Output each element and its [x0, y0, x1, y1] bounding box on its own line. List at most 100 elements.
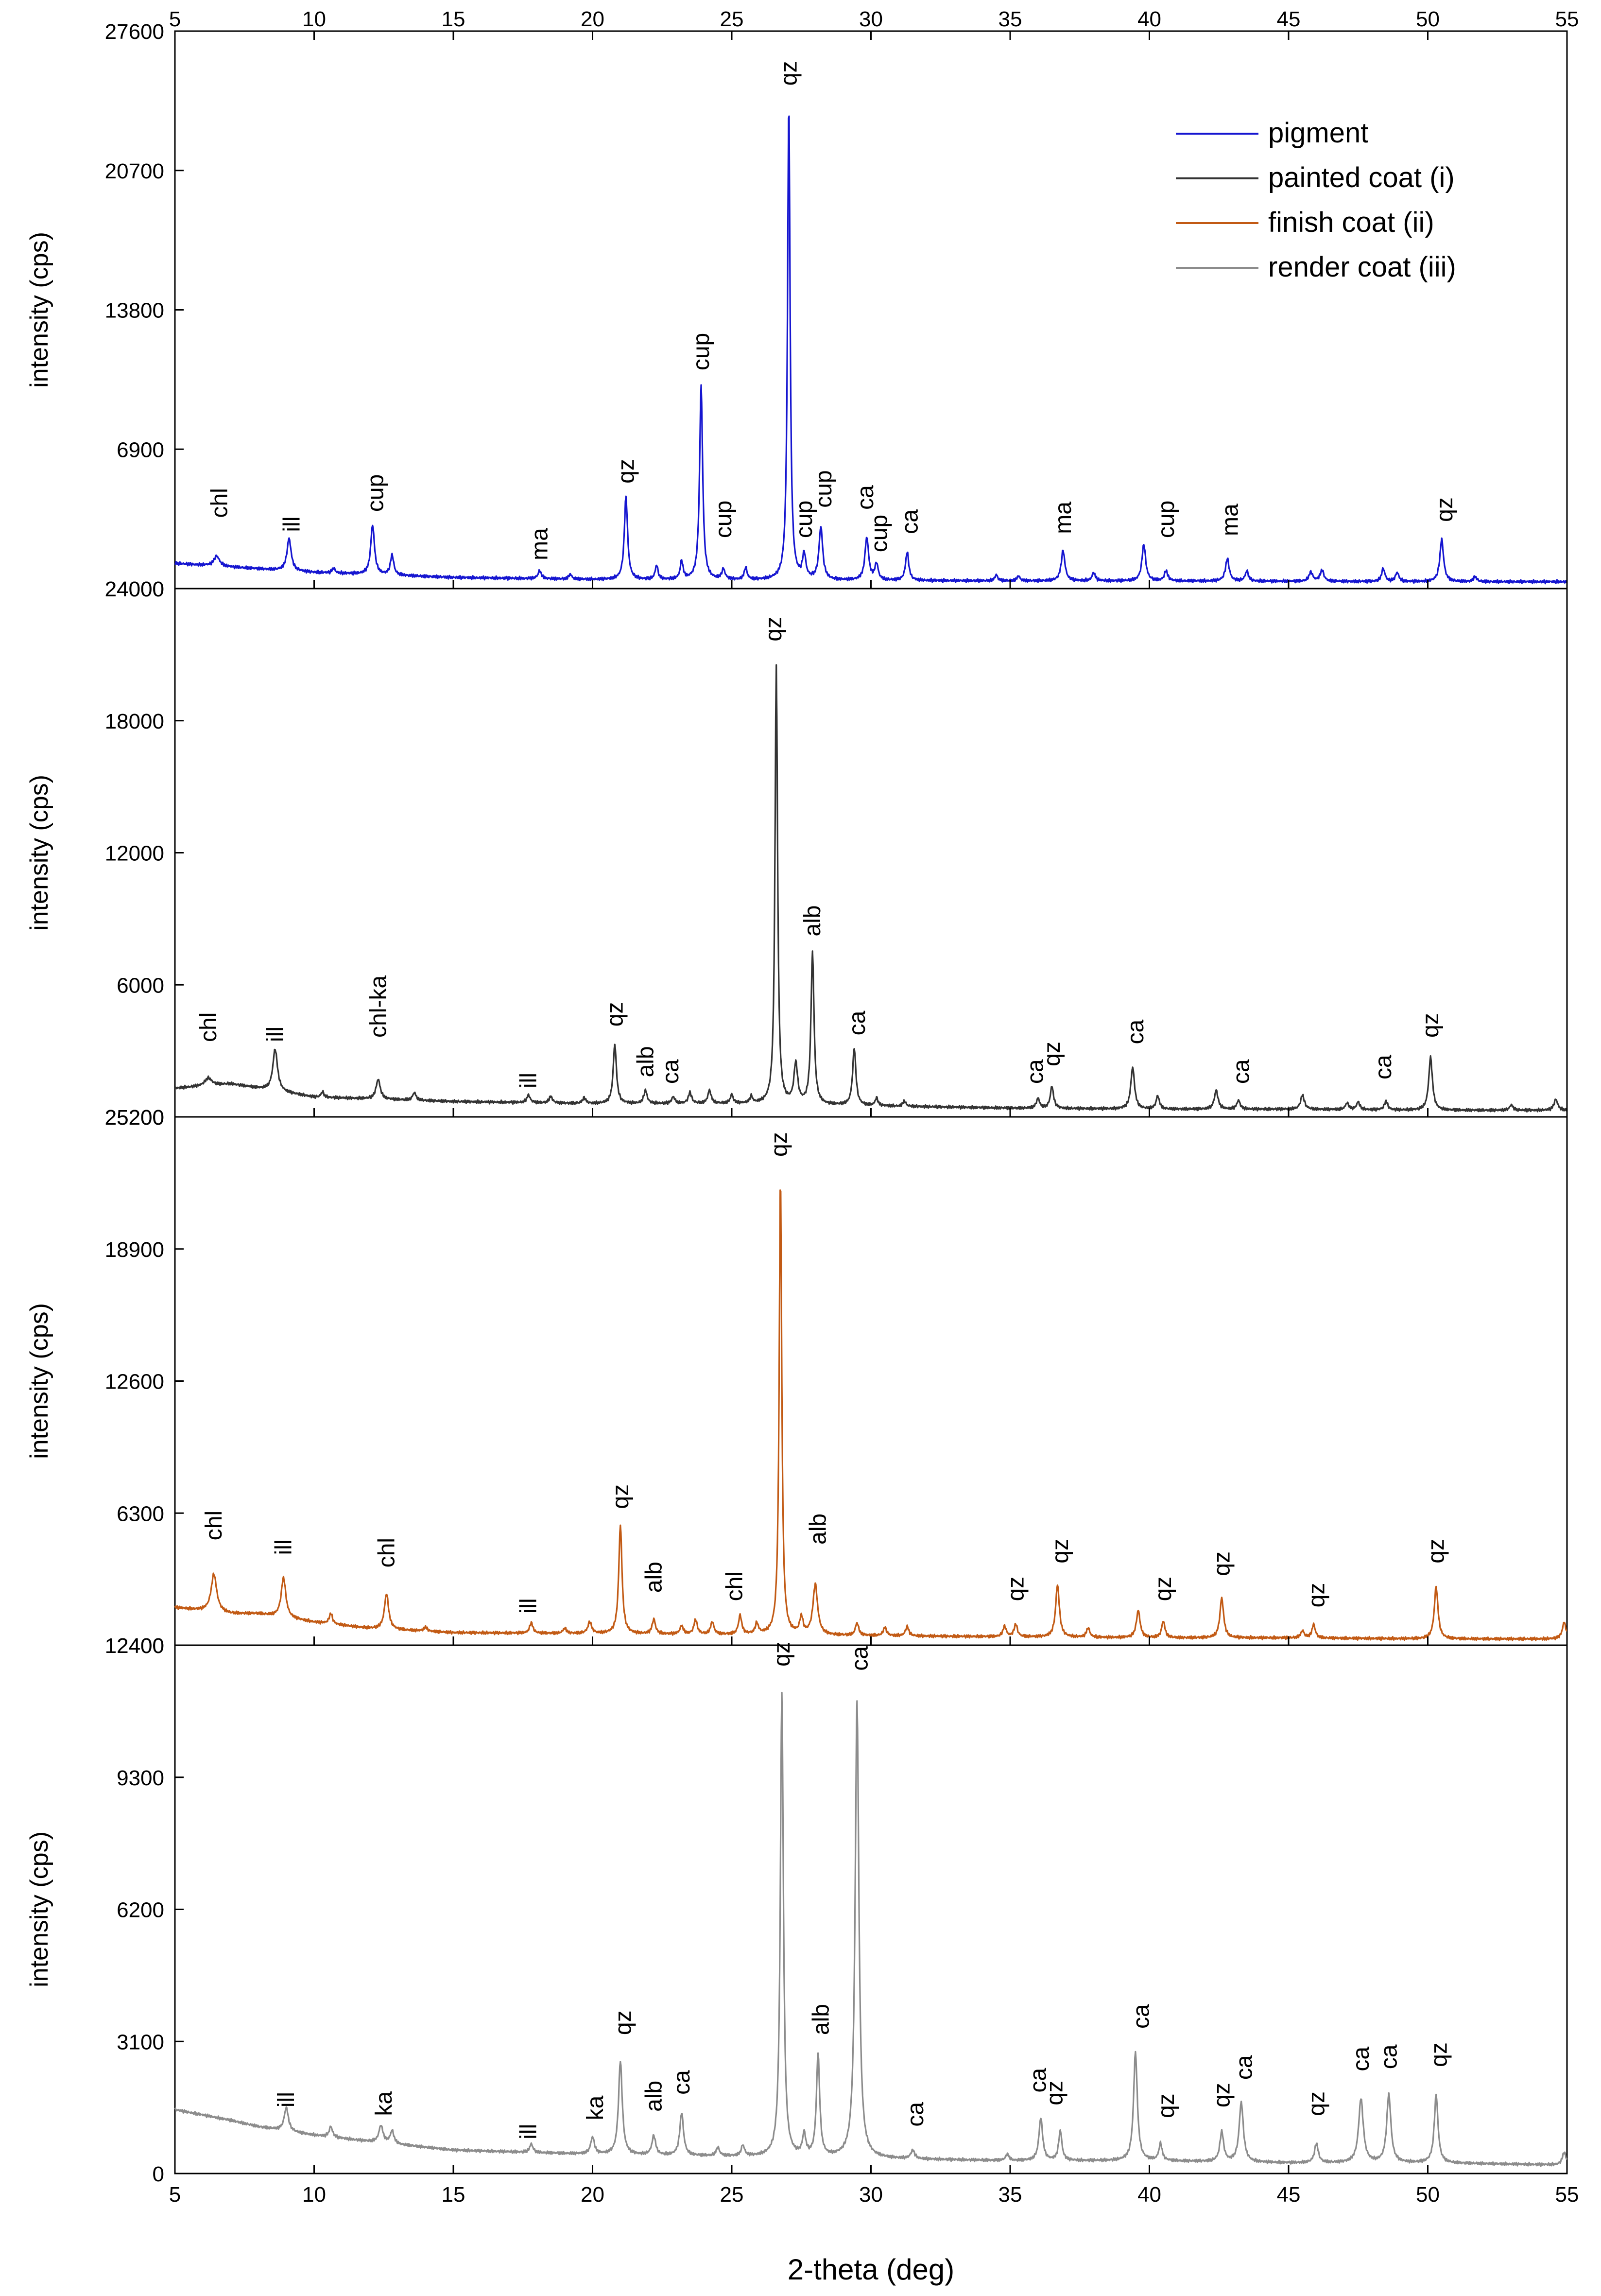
y-tick-label: 18900: [105, 1238, 164, 1262]
peak-label-ill: ill: [262, 1026, 288, 1042]
y-tick-label: 12000: [105, 842, 164, 866]
peak-label-qz: qz: [1048, 1539, 1073, 1564]
peak-label-qz: qz: [608, 1484, 634, 1509]
peak-label-qz: qz: [602, 1002, 628, 1027]
x-tick-label: 30: [859, 2183, 883, 2207]
x-tick-label: 15: [442, 2183, 465, 2207]
y-tick-label: 24000: [105, 577, 164, 601]
peak-label-cup: cup: [867, 515, 893, 552]
peak-label-ca: ca: [1371, 1055, 1396, 1079]
x-tick-label-top: 45: [1277, 7, 1301, 31]
peak-label-qz: qz: [1432, 497, 1458, 522]
x-tick-label: 5: [169, 2183, 181, 2207]
peak-label-ca: ca: [903, 2102, 929, 2127]
peak-label-qz: qz: [1304, 2091, 1329, 2116]
x-tick-label: 55: [1555, 2183, 1579, 2207]
y-tick-label: 12600: [105, 1370, 164, 1394]
y-tick-label: 27600: [105, 20, 164, 44]
series-line-render-coat-iii-: [174, 1691, 1568, 2167]
x-tick-label-top: 30: [859, 7, 883, 31]
peak-label-chl-ka: chl-ka: [365, 975, 391, 1038]
x-tick-label-top: 40: [1137, 7, 1161, 31]
peak-label-qz: qz: [1153, 2093, 1179, 2118]
legend-entry: finish coat (ii): [1268, 207, 1434, 238]
y-tick-label: 20700: [105, 159, 164, 183]
peak-label-ca: ca: [1123, 1020, 1149, 1044]
peak-label-ill: ill: [279, 517, 305, 532]
peak-label-alb: alb: [641, 2081, 667, 2112]
peak-label-qz: qz: [766, 1132, 792, 1157]
peak-label-ill: ill: [271, 1540, 296, 1555]
peak-label-alb: alb: [806, 1513, 831, 1545]
peak-label-ca: ca: [1231, 2055, 1257, 2080]
peak-label-ca: ca: [847, 1646, 873, 1671]
x-tick-label-top: 35: [998, 7, 1022, 31]
peak-label-ill: ill: [516, 1073, 542, 1088]
legend: pigment painted coat (i) finish coat (ii) r…: [1176, 117, 1456, 283]
peak-label-cup: cup: [363, 474, 389, 512]
y-tick-label: 25200: [105, 1106, 164, 1130]
y-tick-label: 6900: [117, 438, 164, 462]
peak-label-cup: cup: [689, 333, 714, 370]
y-axis-label: intensity (cps): [25, 232, 53, 388]
peak-label-ka: ka: [583, 2095, 608, 2120]
peak-label-qz: qz: [1426, 2042, 1452, 2067]
peak-label-ca: ca: [1023, 1059, 1049, 1084]
peak-label-ca: ca: [1229, 1059, 1255, 1084]
peak-label-alb: alb: [808, 2004, 834, 2035]
x-tick-label: 50: [1416, 2183, 1440, 2207]
x-tick-label: 25: [720, 2183, 744, 2207]
peak-label-ca: ca: [1128, 2004, 1154, 2029]
panel-0: 27600 20700 13800 6900 24000 intensity (cps) c…: [25, 20, 1568, 601]
peak-label-ca: ca: [844, 1010, 870, 1035]
peak-label-qz: qz: [776, 61, 802, 86]
peak-label-ca: ca: [1376, 2044, 1402, 2069]
x-tick-label-top: 50: [1416, 7, 1440, 31]
peak-label-qz: qz: [1003, 1577, 1029, 1601]
x-tick-label-top: 55: [1555, 7, 1579, 31]
peak-label-qz: qz: [1039, 1042, 1065, 1066]
peak-label-ca: ca: [658, 1059, 684, 1084]
peak-label-cup: cup: [811, 470, 837, 507]
peak-label-qz: qz: [1209, 1551, 1235, 1576]
x-tick-label: 40: [1137, 2183, 1161, 2207]
peak-label-qz: qz: [1304, 1583, 1329, 1608]
y-tick-label: 18000: [105, 710, 164, 733]
peak-label-ca: ca: [669, 2070, 695, 2095]
peak-label-cup: cup: [792, 501, 817, 538]
y-tick-label: 25200: [105, 1106, 164, 1130]
peak-label-alb: alb: [800, 905, 826, 937]
peak-label-alb: alb: [633, 1046, 658, 1077]
peak-label-alb: alb: [641, 1562, 667, 1593]
peak-label-ca: ca: [897, 509, 923, 534]
x-tick-label: 20: [581, 2183, 604, 2207]
peak-label-cup: cup: [711, 501, 737, 538]
y-tick-label: 6000: [117, 974, 164, 997]
peak-label-qz: qz: [761, 617, 787, 642]
peak-label-ma: ma: [527, 528, 553, 560]
peak-label-qz: qz: [1209, 2083, 1235, 2107]
x-tick-label-top: 20: [581, 7, 604, 31]
peak-label-chl: chl: [196, 1012, 222, 1042]
y-tick-label: 12400: [105, 1634, 164, 1658]
peak-label-chl: chl: [722, 1571, 748, 1601]
peak-label-qz: qz: [1042, 2081, 1068, 2105]
y-axis-label: intensity (cps): [25, 1303, 53, 1459]
y-tick-label: 9300: [117, 1766, 164, 1790]
peak-label-ill: ill: [516, 1598, 542, 1614]
peak-label-ma: ma: [1050, 502, 1076, 534]
y-tick-label: 0: [153, 2162, 164, 2186]
x-tick-label-top: 5: [169, 7, 181, 31]
legend-entry: painted coat (i): [1268, 162, 1455, 193]
x-tick-label: 45: [1277, 2183, 1301, 2207]
peak-label-qz: qz: [769, 1642, 795, 1667]
peak-label-qz: qz: [1424, 1539, 1449, 1564]
y-tick-label: 6300: [117, 1502, 164, 1526]
x-tick-label-top: 15: [442, 7, 465, 31]
series-line-finish-coat-ii-: [174, 1189, 1567, 1641]
panel-3: 12400 9300 6200 3100 0 intensity (cps) ill ka il…: [25, 1634, 1568, 2186]
peak-label-ka: ka: [371, 2091, 397, 2116]
peak-label-qz: qz: [613, 459, 639, 484]
peak-label-ca: ca: [853, 485, 878, 510]
